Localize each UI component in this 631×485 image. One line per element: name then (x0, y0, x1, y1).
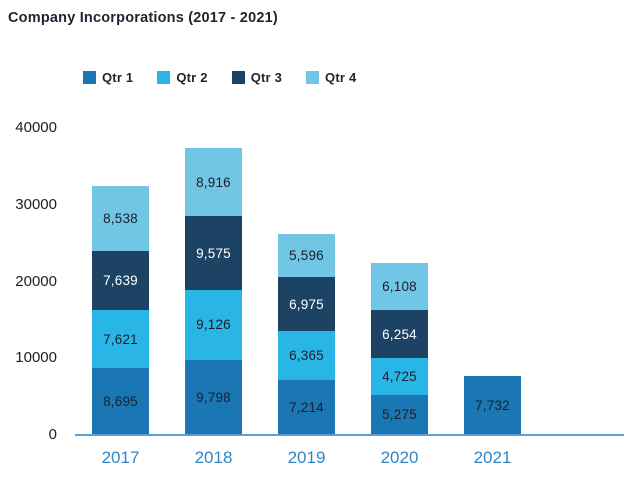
bar-value-label-2020-qtr-3: 6,254 (382, 326, 417, 342)
bar-value-label-2019-qtr-2: 6,365 (289, 347, 324, 363)
legend-item-qtr-4: Qtr 4 (306, 70, 356, 85)
bar-segment-2018-qtr-4: 8,916 (185, 147, 242, 217)
legend-swatch-qtr-1 (83, 71, 96, 84)
bar-value-label-2017-qtr-1: 8,695 (103, 394, 138, 410)
bar-value-label-2020-qtr-4: 6,108 (382, 279, 417, 295)
bar-segment-2021-qtr-1: 7,732 (464, 375, 521, 435)
bar-value-label-2017-qtr-3: 7,639 (103, 272, 138, 288)
legend-swatch-qtr-3 (231, 71, 245, 84)
x-axis-label-2021: 2021 (473, 448, 512, 467)
bar-segment-2017-qtr-3: 7,639 (92, 251, 149, 310)
bar-segment-2019-qtr-4: 5,596 (278, 234, 335, 278)
legend-item-qtr-3: Qtr 3 (231, 70, 283, 85)
legend-item-qtr-1: Qtr 1 (83, 70, 133, 85)
bar-segment-2020-qtr-3: 6,254 (371, 310, 428, 359)
bar-segment-2017-qtr-2: 7,621 (92, 309, 149, 369)
bar-value-label-2018-qtr-2: 9,126 (196, 317, 231, 333)
x-axis-label-2018: 2018 (194, 448, 233, 467)
y-axis-tick-label-10000: 10000 (15, 349, 57, 367)
bar-value-label-2018-qtr-3: 9,575 (196, 245, 231, 261)
bar-segment-2017-qtr-4: 8,538 (92, 185, 149, 252)
bar-value-label-2017-qtr-2: 7,621 (103, 331, 138, 347)
bar-segment-2020-qtr-1: 5,275 (371, 394, 428, 435)
bar-segment-2019-qtr-1: 7,214 (278, 379, 335, 435)
legend-label-qtr-1: Qtr 1 (102, 70, 134, 85)
bar-segment-2018-qtr-3: 9,575 (185, 216, 242, 290)
bar-value-label-2020-qtr-1: 5,275 (382, 407, 417, 423)
x-axis-line (75, 433, 624, 436)
x-axis-label-2020: 2020 (380, 448, 419, 467)
legend-label-qtr-2: Qtr 2 (176, 70, 208, 85)
bar-value-label-2018-qtr-4: 8,916 (196, 174, 231, 190)
bar-value-label-2019-qtr-1: 7,214 (289, 399, 324, 415)
y-axis-tick-label-30000: 30000 (15, 195, 57, 213)
bar-value-label-2018-qtr-1: 9,798 (196, 389, 231, 405)
legend-swatch-qtr-4 (306, 71, 320, 84)
bar-segment-2017-qtr-1: 8,695 (92, 368, 149, 435)
legend-swatch-qtr-2 (157, 71, 171, 84)
bar-segment-2020-qtr-2: 4,725 (371, 358, 428, 395)
x-axis-label-2017: 2017 (101, 448, 140, 467)
bar-segment-2018-qtr-1: 9,798 (185, 359, 242, 435)
chart-title: Company Incorporations (2017 - 2021) (8, 10, 278, 26)
bar-value-label-2019-qtr-3: 6,975 (289, 296, 324, 312)
bar-segment-2020-qtr-4: 6,108 (371, 263, 428, 311)
bar-value-label-2019-qtr-4: 5,596 (289, 248, 324, 264)
legend-label-qtr-3: Qtr 3 (250, 70, 283, 85)
legend: Qtr 1 Qtr 2 Qtr 3 Qtr 4 (83, 70, 356, 85)
y-axis-tick-label-40000: 40000 (15, 119, 57, 136)
legend-item-qtr-2: Qtr 2 (157, 70, 207, 85)
x-axis-label-2019: 2019 (287, 448, 326, 467)
bar-segment-2019-qtr-3: 6,975 (278, 277, 335, 331)
bar-value-label-2017-qtr-4: 8,538 (103, 210, 138, 226)
bar-segment-2018-qtr-2: 9,126 (185, 289, 242, 360)
bar-value-label-2020-qtr-2: 4,725 (382, 368, 417, 384)
legend-label-qtr-4: Qtr 4 (325, 70, 357, 85)
bar-segment-2019-qtr-2: 6,365 (278, 330, 335, 380)
bar-value-label-2021-qtr-1: 7,732 (475, 397, 510, 413)
y-axis-tick-label-20000: 20000 (15, 272, 57, 290)
y-axis-tick-label-0: 0 (48, 426, 57, 443)
